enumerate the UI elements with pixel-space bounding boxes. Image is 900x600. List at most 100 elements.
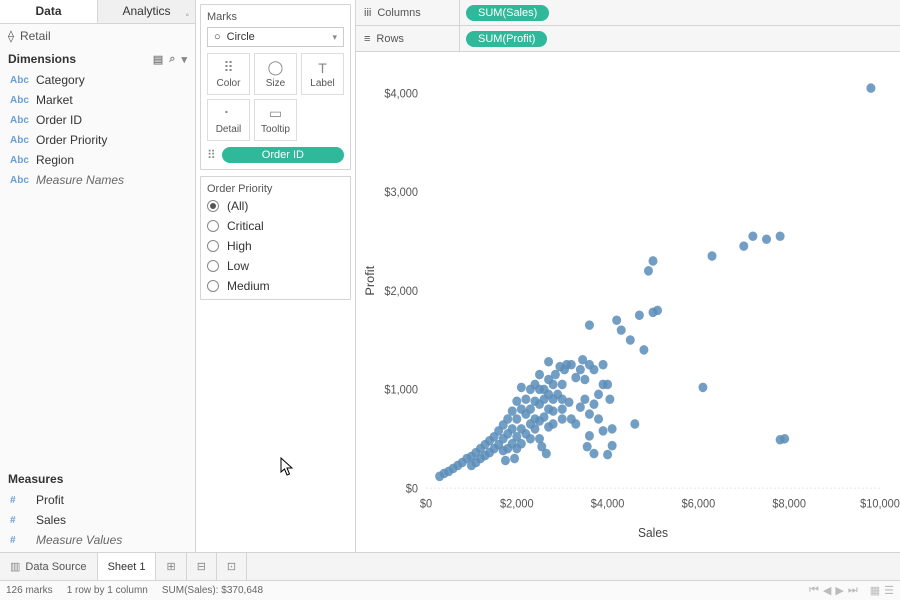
filter-option-label: (All) — [227, 199, 248, 213]
field-label: Category — [36, 73, 85, 87]
color-button[interactable]: ⠿Color — [207, 53, 250, 95]
tab-caret-icon: ◦ — [185, 4, 189, 27]
measure-field[interactable]: #Measure Values — [0, 530, 195, 550]
mark-type-dropdown[interactable]: ○ Circle ▾ — [207, 27, 344, 47]
label-button[interactable]: T Label — [301, 53, 344, 95]
sheet-tab-1[interactable]: Sheet 1 — [98, 553, 157, 580]
rows-icon: ≡ — [364, 33, 370, 45]
mark-btn-label: Tooltip — [261, 124, 290, 135]
nav-prev-icon[interactable]: ◀ — [823, 584, 831, 597]
nav-first-icon[interactable]: ⏮ — [809, 584, 819, 597]
field-label: Order Priority — [36, 133, 107, 147]
filter-option[interactable]: Medium — [207, 279, 344, 293]
tooltip-button[interactable]: ▭ Tooltip — [254, 99, 297, 141]
new-worksheet-button[interactable]: ⊞ — [156, 553, 186, 580]
mark-btn-label: Size — [266, 78, 285, 89]
status-marks: 126 marks — [6, 585, 53, 596]
status-rowcol: 1 row by 1 column — [67, 585, 148, 596]
new-worksheet-icon: ⊞ — [166, 560, 175, 573]
field-type-icon: Abc — [10, 135, 28, 146]
measure-field[interactable]: #Sales — [0, 510, 195, 530]
measure-field[interactable]: #Profit — [0, 490, 195, 510]
field-type-icon: Abc — [10, 155, 28, 166]
new-story-button[interactable]: ⊡ — [217, 553, 247, 580]
filter-option-label: Critical — [227, 219, 264, 233]
new-dashboard-icon: ⊟ — [197, 560, 206, 573]
size-icon: ◯ — [268, 59, 284, 76]
tab-analytics[interactable]: Analytics ◦ — [98, 0, 195, 23]
chart-area[interactable]: $0$1,000$2,000$3,000$4,000$0$2,000$4,000… — [356, 52, 900, 552]
field-type-icon: Abc — [10, 115, 28, 126]
detail-icon: ⠂ — [223, 105, 233, 122]
view-icon[interactable]: ▤ — [153, 53, 163, 66]
menu-caret-icon[interactable]: ▾ — [181, 53, 187, 66]
filter-option[interactable]: Critical — [207, 219, 344, 233]
view-tiles-icon[interactable]: ▦ — [870, 584, 880, 597]
measures-heading: Measures — [8, 472, 63, 486]
detail-button[interactable]: ⠂Detail — [207, 99, 250, 141]
rows-shelf[interactable]: ≡ Rows SUM(Profit) — [356, 26, 900, 52]
field-label: Measure Values — [36, 533, 122, 547]
field-type-icon: Abc — [10, 75, 28, 86]
field-type-icon: # — [10, 495, 28, 506]
dimension-field[interactable]: Abc Region — [0, 150, 195, 170]
dimension-field[interactable]: Abc Measure Names — [0, 170, 195, 190]
datasource-name: Retail — [20, 29, 51, 43]
dimensions-list: AbcCategoryAbcMarketAbcOrder IDAbcOrder … — [0, 68, 195, 192]
marks-title: Marks — [207, 11, 344, 23]
field-label: Measure Names — [36, 173, 124, 187]
chevron-down-icon: ▾ — [332, 32, 337, 43]
filter-option[interactable]: Low — [207, 259, 344, 273]
filter-option[interactable]: (All) — [207, 199, 344, 213]
svg-text:$10,000: $10,000 — [860, 498, 900, 510]
data-source-tab[interactable]: ▥ Data Source — [0, 553, 98, 580]
new-dashboard-button[interactable]: ⊟ — [187, 553, 217, 580]
svg-text:$4,000: $4,000 — [591, 498, 625, 510]
dimension-field[interactable]: Abc Order Priority — [0, 130, 195, 150]
color-icon: ⠿ — [223, 59, 233, 76]
mark-btn-label: Label — [310, 78, 334, 89]
svg-text:$8,000: $8,000 — [772, 498, 806, 510]
svg-text:$2,000: $2,000 — [500, 498, 534, 510]
svg-text:$3,000: $3,000 — [384, 187, 418, 199]
svg-text:$0: $0 — [406, 483, 418, 495]
columns-pill[interactable]: SUM(Sales) — [466, 5, 549, 21]
tooltip-icon: ▭ — [269, 105, 282, 122]
nav-next-icon[interactable]: ▶ — [835, 584, 843, 597]
field-label: Region — [36, 153, 74, 167]
rows-pill[interactable]: SUM(Profit) — [466, 31, 547, 47]
new-story-icon: ⊡ — [227, 560, 236, 573]
mark-type-label: Circle — [227, 31, 255, 43]
svg-text:Profit: Profit — [363, 265, 377, 295]
search-icon[interactable]: ⌕ — [169, 53, 175, 66]
datasource-tab-icon: ▥ — [10, 560, 20, 573]
dimensions-heading: Dimensions — [8, 52, 76, 66]
data-source-tab-label: Data Source — [25, 561, 86, 573]
status-bar: 126 marks 1 row by 1 column SUM(Sales): … — [0, 580, 900, 600]
svg-text:Sales: Sales — [638, 526, 668, 540]
field-label: Market — [36, 93, 73, 107]
tab-data[interactable]: Data — [0, 0, 98, 23]
nav-last-icon[interactable]: ⏭ — [848, 584, 858, 597]
sheet-bar: ▥ Data Source Sheet 1 ⊞ ⊟ ⊡ — [0, 552, 900, 580]
filter-option[interactable]: High — [207, 239, 344, 253]
view-list-icon[interactable]: ☰ — [884, 584, 894, 597]
detail-pill[interactable]: Order ID — [222, 147, 344, 163]
svg-text:$2,000: $2,000 — [384, 286, 418, 298]
dimension-field[interactable]: AbcOrder ID — [0, 110, 195, 130]
field-type-icon: Abc — [10, 175, 28, 186]
datasource-row[interactable]: ⟠ Retail — [0, 24, 195, 48]
columns-shelf[interactable]: iii Columns SUM(Sales) — [356, 0, 900, 26]
marks-card: Marks ○ Circle ▾ ⠿Color ◯ Size T Label ⠂Detai… — [200, 4, 351, 170]
label-icon: T — [318, 60, 327, 76]
radio-icon — [207, 280, 219, 292]
dimension-field[interactable]: AbcMarket — [0, 90, 195, 110]
size-button[interactable]: ◯ Size — [254, 53, 297, 95]
status-sum: SUM(Sales): $370,648 — [162, 585, 263, 596]
measures-list: #Profit#Sales#Measure Values — [0, 488, 195, 552]
detail-target-icon: ⠿ — [207, 148, 216, 162]
filter-option-label: Low — [227, 259, 249, 273]
rows-label: Rows — [376, 33, 404, 45]
dimension-field[interactable]: Abc Category — [0, 70, 195, 90]
svg-text:$1,000: $1,000 — [384, 384, 418, 396]
